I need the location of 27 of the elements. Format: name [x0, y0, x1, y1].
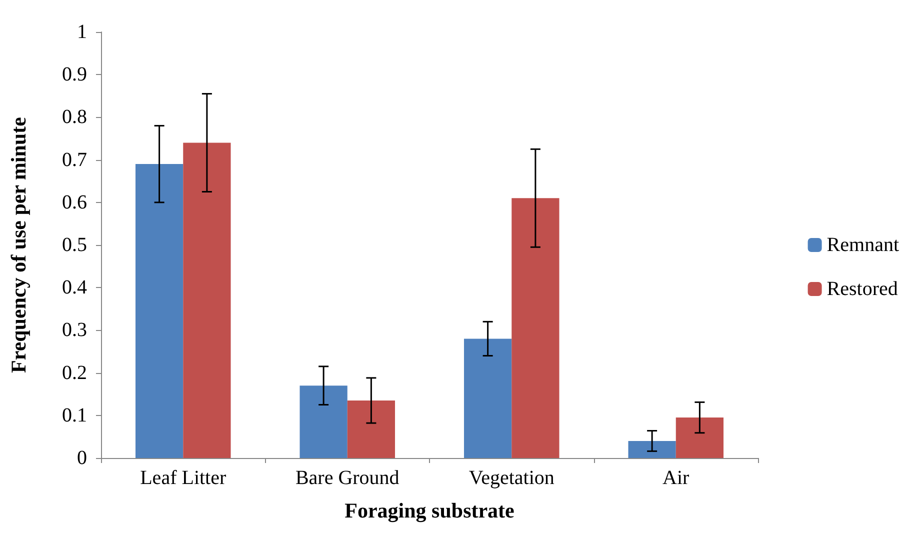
- y-tick-label: 0.4: [62, 276, 87, 299]
- y-tick-label: 1: [77, 21, 87, 43]
- bar: [347, 400, 396, 458]
- y-tick-label: 0.9: [62, 64, 87, 86]
- bar: [512, 198, 560, 458]
- y-tick-label: 0.6: [62, 191, 87, 214]
- bar: [676, 418, 724, 458]
- x-axis-title: Foraging substrate: [344, 498, 514, 522]
- y-tick-label: 0.5: [62, 234, 87, 256]
- bar: [183, 142, 231, 458]
- bar: [628, 440, 676, 458]
- bar: [300, 386, 348, 458]
- x-tick-label: Bare Ground: [295, 467, 400, 489]
- legend-label: Restored: [826, 278, 898, 300]
- x-tick-label: Leaf Litter: [140, 467, 226, 489]
- legend-label: Remnant: [826, 234, 900, 256]
- bar: [135, 164, 184, 458]
- y-tick-label: 0.2: [62, 362, 87, 384]
- y-tick-label: 0.1: [62, 404, 87, 426]
- y-tick-label: 0: [77, 447, 87, 469]
- x-tick-label: Vegetation: [468, 467, 554, 489]
- y-tick-label: 0.3: [62, 319, 87, 342]
- y-tick-label: 0.8: [62, 106, 87, 128]
- bar: [464, 338, 512, 458]
- x-tick-label: Air: [662, 467, 690, 489]
- y-axis-title: Frequency of use per minute: [6, 117, 30, 373]
- y-tick-label: 0.7: [62, 148, 87, 171]
